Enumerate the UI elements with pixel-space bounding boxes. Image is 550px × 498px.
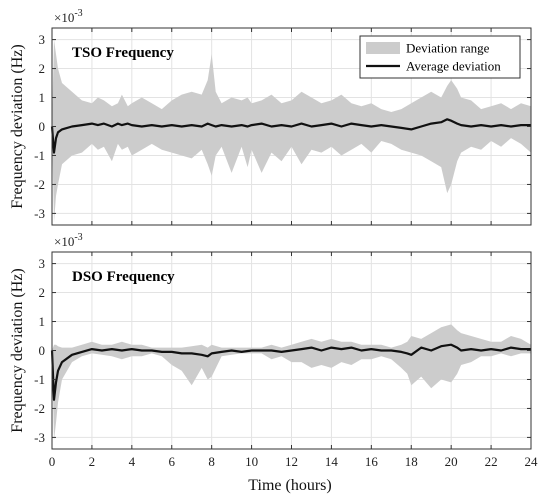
x-tick-label: 10 bbox=[245, 454, 258, 469]
y-multiplier: ×10-3 bbox=[54, 8, 83, 25]
y-tick-label: 1 bbox=[39, 90, 46, 105]
y-tick-label: -1 bbox=[34, 372, 45, 387]
y-tick-label: -1 bbox=[34, 148, 45, 163]
x-tick-label: 20 bbox=[445, 454, 458, 469]
x-tick-label: 2 bbox=[89, 454, 96, 469]
y-tick-label: 3 bbox=[39, 256, 46, 271]
y-tick-label: 2 bbox=[39, 285, 46, 300]
y-tick-label: 2 bbox=[39, 61, 46, 76]
y-tick-label: -3 bbox=[34, 430, 45, 445]
x-tick-label: 8 bbox=[208, 454, 215, 469]
x-tick-label: 22 bbox=[485, 454, 498, 469]
x-axis-label: Time (hours) bbox=[248, 477, 331, 494]
deviation-range-area bbox=[52, 324, 531, 441]
y-tick-label: 1 bbox=[39, 314, 46, 329]
deviation-range-area bbox=[52, 39, 531, 223]
panel-title: DSO Frequency bbox=[72, 269, 175, 285]
x-tick-label: 0 bbox=[49, 454, 56, 469]
x-tick-label: 4 bbox=[129, 454, 136, 469]
y-tick-label: 0 bbox=[39, 343, 46, 358]
y-axis-label: Frequency deviation (Hz) bbox=[9, 44, 26, 208]
average-deviation-line bbox=[50, 343, 531, 401]
y-tick-label: 0 bbox=[39, 119, 46, 134]
y-tick-label: -2 bbox=[34, 401, 45, 416]
x-tick-label: 14 bbox=[325, 454, 339, 469]
x-tick-label: 16 bbox=[365, 454, 379, 469]
legend-label-range: Deviation range bbox=[406, 41, 490, 56]
average-deviation-line bbox=[50, 118, 531, 154]
y-tick-label: -3 bbox=[34, 206, 45, 221]
tso-panel: -3 -2 -1 0 1 2 3 ×10-3 Frequency deviation (Hz) T… bbox=[9, 8, 532, 226]
y-multiplier: ×10-3 bbox=[54, 232, 83, 249]
panel-title: TSO Frequency bbox=[72, 45, 174, 61]
x-tick-label: 6 bbox=[169, 454, 176, 469]
y-tick-label: 3 bbox=[39, 32, 46, 47]
legend-swatch-range bbox=[366, 42, 400, 54]
x-tick-label: 12 bbox=[285, 454, 298, 469]
y-axis-label: Frequency deviation (Hz) bbox=[9, 268, 26, 432]
x-tick-label: 24 bbox=[525, 454, 539, 469]
legend-label-average: Average deviation bbox=[406, 59, 501, 74]
y-tick-label: -2 bbox=[34, 177, 45, 192]
x-tick-label: 18 bbox=[405, 454, 418, 469]
